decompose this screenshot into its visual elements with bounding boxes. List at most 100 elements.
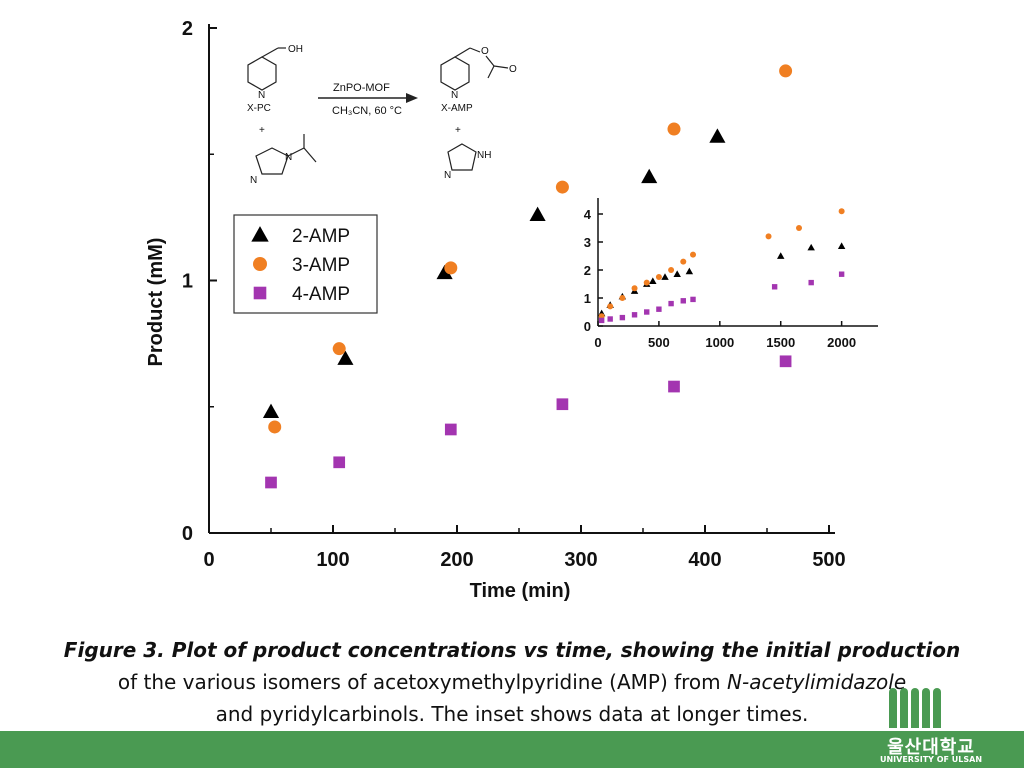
inset-x-tick-label: 0 [594,335,601,350]
x-tick-label: 500 [812,549,845,571]
legend-label: 2-AMP [292,226,350,247]
x-tick-label: 0 [203,549,214,571]
x-tick-label: 200 [440,549,473,571]
inset-4-amp-point [598,317,605,324]
inset-3-amp-point [690,251,697,258]
main-x-ticks: 0 100 200 300 400 500 [203,525,846,571]
inset-3-amp-point [668,267,675,273]
caption-line-1: Figure 3. Plot of product concentrations… [63,638,961,662]
figure-caption: Figure 3. Plot of product concentrations… [0,634,1024,730]
inset-x-ticks: 0 500 1000 1500 2000 [594,321,856,350]
2-amp-point [709,128,726,143]
inset-4-amp-point [680,298,686,304]
n-label-1: N [258,90,265,101]
inset-2-amp-point [777,252,785,259]
oh-label: OH [288,44,303,55]
inset-2-amp-point [807,243,815,251]
o-label-2: O [509,64,517,75]
inset-3-amp-point [643,279,650,286]
inset-4-amp-point [631,312,638,318]
n-label-2: N [285,152,292,163]
4-amp-point [333,456,346,469]
inset-4-amp-point [690,296,696,303]
inset-4-amp-point [607,316,613,322]
legend-marker-4-amp [253,286,267,300]
y-tick-label: 1 [182,271,193,293]
footer-band [0,731,1024,768]
inset-y-ticks: 0 1 2 3 4 [584,207,603,334]
main-data-points [262,64,793,489]
3-amp-point [332,342,346,356]
main-y-ticks: 0 1 2 [182,18,217,545]
n-label-4: N [451,90,458,101]
product-label: X-AMP [441,103,473,114]
nh-label: NH [477,150,491,161]
inset-x-tick-label: 1000 [705,335,734,350]
2-amp-point [337,350,354,365]
reaction-scheme-labels: OH N X-PC + N N ZnPO-MOF CH₃CN, 60 °C O … [247,44,517,186]
inset-y-tick-label: 3 [584,235,591,250]
2-amp-point [436,264,453,280]
imidazole-ring-2 [447,143,477,171]
y-tick-label: 2 [182,18,193,40]
inset-4-amp-point [838,271,845,277]
main-plot-axes [208,24,835,534]
university-logo-icon [889,688,941,728]
4-amp-point [556,398,569,411]
2-amp-point [262,403,280,418]
inset-3-amp-point [796,225,802,231]
3-amp-point [667,122,681,136]
o-label-1: O [481,46,489,57]
3-amp-point [268,420,282,434]
inset-2-amp-point [661,273,669,280]
y-axis-title: Product (mM) [145,238,167,367]
n-label-5: N [444,170,451,181]
caption-line-2: of the various isomers of acetoxymethylp… [117,670,907,694]
4-amp-point [444,423,457,436]
inset-3-amp-point [680,258,687,265]
inset-4-amp-point [771,284,778,290]
inset-data-points [597,208,846,324]
reaction-scheme [247,47,509,175]
2-amp-point [641,168,658,184]
reactant-label: X-PC [247,103,271,114]
inset-y-tick-label: 2 [584,263,591,278]
inset-4-amp-point [619,314,626,321]
legend-marker-2-amp [251,226,269,242]
3-amp-point [555,180,569,194]
inset-3-amp-point [838,208,845,215]
inset-2-amp-point [649,277,657,285]
pyridine-ring-2 [440,56,470,91]
plus-1: + [259,125,265,136]
inset-4-amp-point [656,306,662,312]
x-axis-title: Time (min) [470,580,571,602]
x-tick-label: 300 [564,549,597,571]
inset-y-tick-label: 4 [584,207,592,222]
inset-y-tick-label: 1 [584,291,591,306]
legend-marker-3-amp [253,257,267,271]
catalyst-label: ZnPO-MOF [333,82,390,94]
chart-figure: 0 100 200 300 400 500 012 Time (min) Product … [145,18,878,602]
imidazole-ring-1 [255,147,289,175]
x-tick-label: 100 [316,549,349,571]
inset-3-amp-point [765,233,772,240]
legend-label: 4-AMP [292,284,350,305]
inset-2-amp-point [837,242,846,250]
3-amp-point [444,261,458,275]
inset-axes [597,198,878,327]
inset-3-amp-point [655,274,662,280]
inset-4-amp-point [808,279,814,286]
inset-y-tick-label: 0 [584,319,591,334]
4-amp-point [265,476,277,489]
4-amp-point [668,380,680,393]
legend-label: 3-AMP [292,255,350,276]
4-amp-point [779,355,792,368]
inset-4-amp-point [644,309,650,315]
y-tick-label: 0 [182,523,193,545]
plus-2: + [455,125,461,136]
inset-x-tick-label: 2000 [827,335,856,350]
inset-x-tick-label: 1500 [766,335,795,350]
inset-3-amp-point [607,303,614,310]
conditions-label: CH₃CN, 60 °C [332,105,402,117]
legend: 2-AMP 3-AMP 4-AMP [233,214,378,314]
